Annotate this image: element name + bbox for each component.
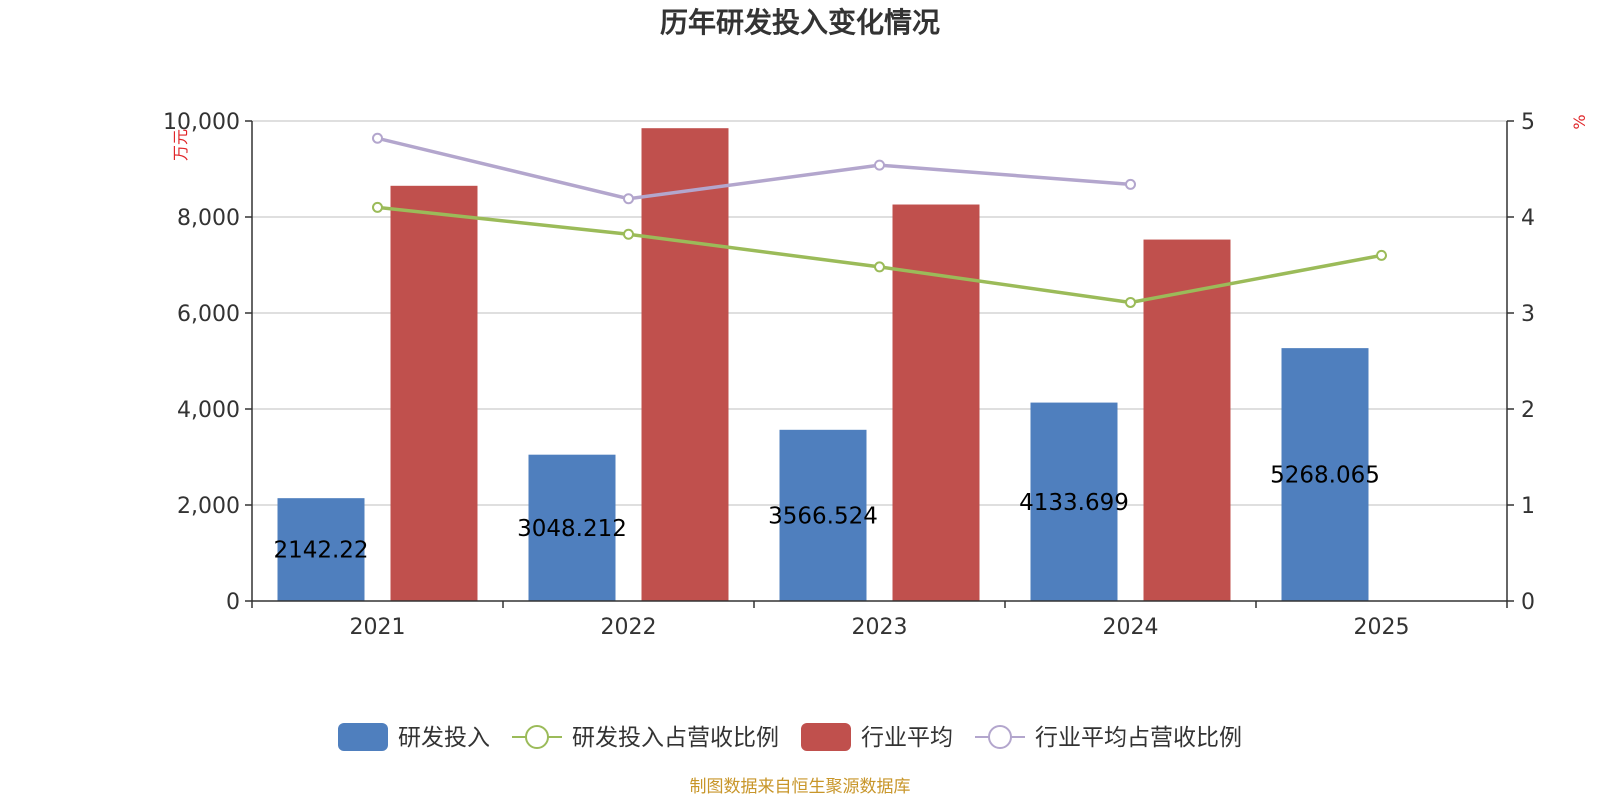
line-point xyxy=(372,132,383,144)
axes: 0 0 2,000 1 4,000 2 6,000 3 8,000 4 10,000 5 2021 202… xyxy=(163,110,1535,640)
bar-rd-2023 xyxy=(779,429,867,601)
legend-item[interactable]: 行业平均 xyxy=(801,723,953,751)
legend-label: 研发投入 xyxy=(398,725,490,751)
source-note: 制图数据来自恒生聚源数据库 xyxy=(690,777,911,797)
x-tick-label: 2024 xyxy=(1103,615,1159,640)
line-point xyxy=(623,228,634,240)
bar-rd-2022 xyxy=(528,454,616,601)
series-lines xyxy=(372,132,1387,308)
legend-marker xyxy=(988,725,1012,749)
line-industry-ratio xyxy=(377,136,1131,201)
line-point xyxy=(1125,296,1136,308)
legend-item[interactable]: 研发投入占营收比例 xyxy=(512,725,779,751)
line-point xyxy=(874,159,885,171)
bar-rd-2024 xyxy=(1030,402,1118,601)
bar-industry-2021 xyxy=(390,185,478,602)
legend-swatch xyxy=(801,723,851,751)
y-right-tick-label: 1 xyxy=(1521,494,1535,519)
bar-value-label: 5268.065 xyxy=(1270,463,1380,489)
x-tick-label: 2023 xyxy=(852,615,908,640)
bar-value-label: 3566.524 xyxy=(768,503,878,529)
line-point xyxy=(623,193,634,205)
y-right-tick-label: 0 xyxy=(1521,590,1535,615)
legend-label: 行业平均 xyxy=(861,725,953,751)
legend-label: 行业平均占营收比例 xyxy=(1035,725,1242,751)
legend-marker xyxy=(525,725,549,749)
y-left-tick-label: 4,000 xyxy=(177,398,240,423)
x-tick-label: 2021 xyxy=(350,615,406,640)
line-point xyxy=(1125,178,1136,190)
line-point xyxy=(372,201,383,213)
y-left-tick-label: 8,000 xyxy=(177,206,240,231)
bar-industry-2024 xyxy=(1143,239,1231,601)
y-left-tick-label: 6,000 xyxy=(177,302,240,327)
y-left-tick-label: 2,000 xyxy=(177,494,240,519)
y-right-tick-label: 3 xyxy=(1521,302,1535,327)
x-tick-label: 2025 xyxy=(1354,615,1410,640)
bar-rd-2021 xyxy=(277,498,365,601)
legend-item[interactable]: 研发投入 xyxy=(338,723,490,751)
y-right-tick-label: 4 xyxy=(1521,206,1535,231)
bar-value-label: 3048.212 xyxy=(517,516,627,542)
y-right-tick-label: 2 xyxy=(1521,398,1535,423)
legend-swatch xyxy=(338,723,388,751)
y-right-unit: % xyxy=(1570,114,1589,129)
bar-value-label: 2142.22 xyxy=(273,538,368,564)
y-right-tick-label: 5 xyxy=(1521,110,1535,135)
legend-item[interactable]: 行业平均占营收比例 xyxy=(975,725,1242,751)
bar-industry-2022 xyxy=(641,128,729,601)
line-rd-ratio xyxy=(377,205,1382,305)
data-labels: 2142.22 3048.212 3566.524 4133.699 5268.065 xyxy=(273,463,1379,564)
y-left-tick-label: 0 xyxy=(226,590,240,615)
bar-rd-2025 xyxy=(1281,348,1369,601)
chart-title: 历年研发投入变化情况 xyxy=(660,6,940,39)
bar-industry-2023 xyxy=(892,204,980,601)
line-point xyxy=(1376,249,1387,261)
legend[interactable]: 研发投入 研发投入占营收比例 行业平均 行业平均占营收比例 xyxy=(338,723,1242,751)
y-left-unit: 万元 xyxy=(171,129,190,161)
line-point xyxy=(874,261,885,273)
legend-label: 研发投入占营收比例 xyxy=(572,725,779,751)
x-tick-label: 2022 xyxy=(601,615,657,640)
bar-value-label: 4133.699 xyxy=(1019,490,1129,516)
bars xyxy=(277,128,1369,602)
y-left-tick-label: 10,000 xyxy=(163,110,240,135)
